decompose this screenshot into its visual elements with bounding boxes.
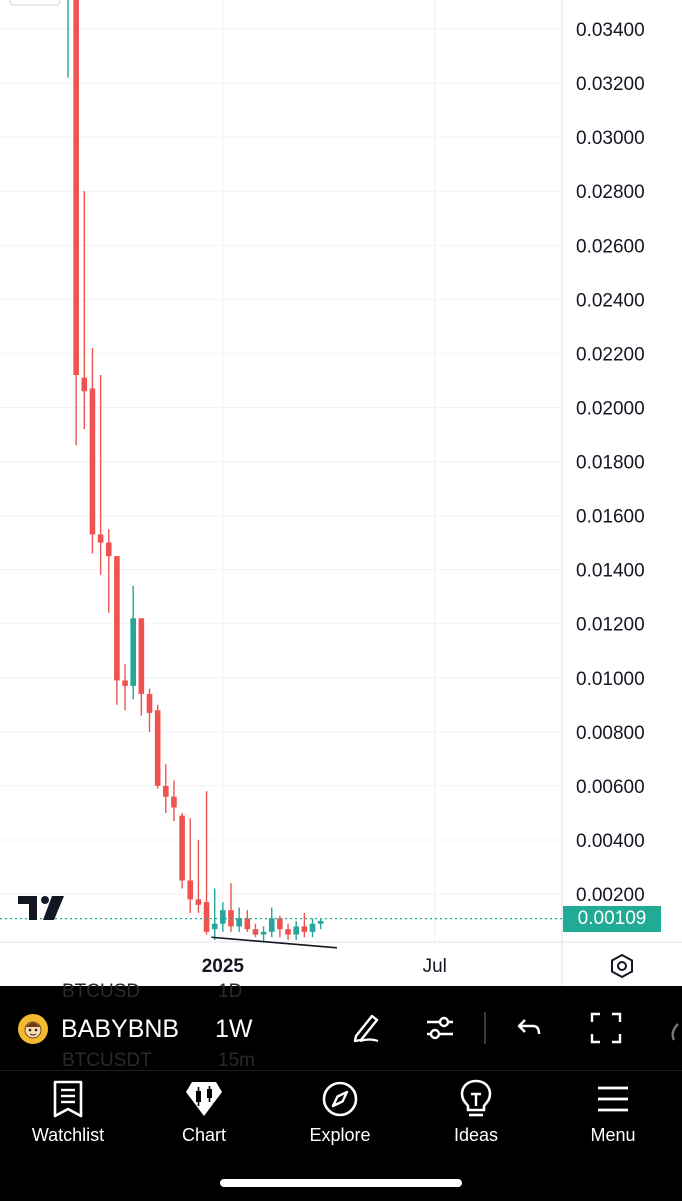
chart-area[interactable]: 0.03400 0.03200 0.03000 0.02800 0.02600 0.024… — [0, 0, 682, 986]
candle-body — [220, 910, 226, 924]
candle-body — [163, 785, 169, 797]
undo-arrow-icon — [517, 1019, 541, 1035]
ghost-interval-2: 15m — [218, 1050, 255, 1071]
candle-body — [187, 880, 194, 900]
candle-body — [97, 534, 104, 543]
x-tick-label: 2025 — [202, 956, 245, 977]
y-tick-label: 0.00400 — [576, 831, 645, 852]
y-tick-label: 0.00600 — [576, 777, 645, 798]
y-tick-label: 0.02600 — [576, 236, 645, 257]
drawing-tool-button[interactable] — [344, 1008, 388, 1048]
candle-body — [154, 710, 161, 786]
candle-body — [146, 693, 153, 713]
nav-label-menu: Menu — [590, 1125, 636, 1145]
undo-button[interactable] — [507, 1008, 551, 1048]
candle-body — [179, 815, 185, 881]
nav-menu[interactable]: Menu — [553, 1079, 673, 1159]
candle-body — [122, 680, 128, 686]
candle-body — [268, 918, 275, 932]
candle-body — [317, 921, 324, 924]
hexagon-settings-icon — [611, 953, 633, 979]
candle-body — [114, 556, 120, 681]
interval-selector[interactable]: 1W — [215, 1015, 253, 1043]
candle-body — [195, 899, 202, 905]
y-tick-label: 0.01000 — [576, 669, 645, 690]
sliders-icon — [427, 1016, 453, 1040]
nav-explore[interactable]: Explore — [280, 1079, 400, 1159]
candle-body — [211, 923, 218, 930]
candle-body — [301, 926, 308, 932]
y-tick-label: 0.00200 — [576, 885, 645, 906]
nav-watchlist[interactable]: Watchlist — [8, 1079, 128, 1159]
y-tick-label: 0.02000 — [576, 398, 645, 419]
pen-icon — [353, 1014, 379, 1043]
candle-body — [244, 918, 251, 930]
y-tick-label: 0.00800 — [576, 723, 645, 744]
candle-body — [171, 796, 177, 808]
hamburger-menu-icon — [598, 1086, 628, 1112]
tradingview-logo — [18, 896, 68, 920]
candlestick-chart[interactable]: 0.03400 0.03200 0.03000 0.02800 0.02600 0.024… — [0, 0, 682, 986]
drawings — [0, 917, 562, 949]
ghost-symbol-1: BTCUSD — [62, 981, 141, 1002]
candle-body — [89, 388, 96, 535]
time-axis[interactable]: 2025 Jul — [202, 956, 447, 977]
y-tick-label: 0.01800 — [576, 453, 645, 474]
nav-label-chart: Chart — [181, 1125, 226, 1145]
candle-body — [138, 618, 145, 694]
candle-body — [260, 931, 267, 935]
candle-body — [285, 929, 291, 935]
top-left-button-edge — [9, 0, 61, 6]
nav-label-watchlist: Watchlist — [31, 1125, 105, 1145]
candle-body — [277, 918, 283, 930]
candle-body — [203, 902, 210, 932]
more-tools-edge[interactable] — [664, 1008, 682, 1048]
grid — [0, 0, 562, 942]
home-indicator — [220, 1179, 462, 1187]
x-tick-label: Jul — [423, 956, 447, 977]
y-tick-label: 0.02800 — [576, 182, 645, 203]
ghost-interval-1: 1D — [218, 981, 243, 1002]
candle-body — [105, 542, 112, 557]
compass-icon — [322, 1081, 358, 1117]
price-axis[interactable]: 0.03400 0.03200 0.03000 0.02800 0.02600 0.024… — [576, 20, 645, 906]
y-tick-label: 0.03000 — [576, 128, 645, 149]
y-tick-label: 0.02200 — [576, 344, 645, 365]
candle-body — [309, 923, 316, 932]
lightbulb-icon — [460, 1079, 492, 1117]
candles — [67, 0, 324, 943]
last-price-badge: 0.00109 — [563, 906, 661, 932]
nav-ideas[interactable]: Ideas — [416, 1079, 536, 1159]
candle-body — [293, 926, 299, 935]
y-tick-label: 0.01400 — [576, 561, 645, 582]
candle-body — [81, 377, 88, 392]
chart-toolbar: BTCUSD 1D BTCUSDT 15m — [0, 981, 682, 1071]
fullscreen-button[interactable] — [584, 1008, 628, 1048]
fullscreen-icon — [590, 1012, 622, 1044]
partial-tool-icon — [671, 1023, 679, 1041]
trend-line[interactable] — [211, 936, 338, 949]
chart-icon — [186, 1082, 222, 1116]
y-tick-label: 0.03400 — [576, 20, 645, 41]
ghost-symbol-2: BTCUSDT — [62, 1050, 152, 1071]
y-tick-label: 0.01600 — [576, 507, 645, 528]
y-tick-label: 0.03200 — [576, 74, 645, 95]
symbol-avatar[interactable] — [18, 1014, 48, 1044]
nav-chart[interactable]: Chart — [144, 1079, 264, 1159]
candle-body — [130, 618, 136, 686]
nav-label-ideas: Ideas — [453, 1125, 499, 1145]
baby-face-icon — [24, 1021, 42, 1039]
bottom-navigation: Watchlist Chart Explore — [0, 1070, 682, 1201]
candle-body — [236, 918, 242, 927]
chart-settings-button[interactable] — [606, 950, 638, 982]
nav-label-explore: Explore — [309, 1125, 371, 1145]
indicators-button[interactable] — [418, 1008, 462, 1048]
y-tick-label: 0.01200 — [576, 615, 645, 636]
symbol-name[interactable]: BABYBNB — [61, 1015, 180, 1043]
y-tick-label: 0.02400 — [576, 290, 645, 311]
watchlist-icon — [53, 1080, 83, 1118]
candle-body — [73, 0, 79, 375]
candle-body — [252, 929, 259, 935]
toolbar-divider — [484, 1012, 486, 1044]
